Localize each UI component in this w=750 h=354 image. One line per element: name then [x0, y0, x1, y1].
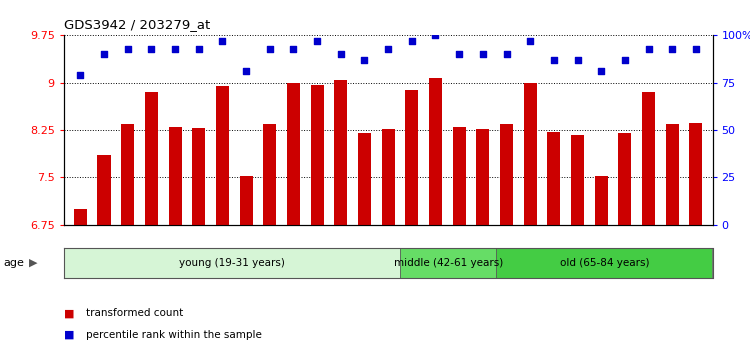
Bar: [500, 124, 513, 225]
Bar: [453, 127, 466, 225]
Point: [122, 46, 134, 51]
Bar: [145, 92, 158, 225]
Point: [453, 51, 465, 57]
Text: old (65-84 years): old (65-84 years): [560, 258, 649, 268]
Point: [406, 38, 418, 44]
Bar: [400, 248, 496, 278]
Point: [477, 51, 489, 57]
Bar: [619, 133, 632, 225]
Point: [193, 46, 205, 51]
Point: [217, 38, 229, 44]
Bar: [595, 176, 608, 225]
Bar: [310, 85, 323, 225]
Bar: [642, 92, 655, 225]
Text: age: age: [4, 258, 25, 268]
Point: [500, 51, 512, 57]
Text: young (19-31 years): young (19-31 years): [179, 258, 285, 268]
Text: ■: ■: [64, 308, 74, 318]
Bar: [429, 78, 442, 225]
Bar: [334, 80, 347, 225]
Bar: [74, 209, 87, 225]
Bar: [524, 84, 537, 225]
Text: ■: ■: [64, 330, 74, 339]
Point: [264, 46, 276, 51]
Bar: [263, 124, 276, 225]
Bar: [358, 133, 371, 225]
Point: [430, 33, 442, 38]
Point: [287, 46, 299, 51]
Point: [548, 57, 560, 63]
Point: [596, 69, 608, 74]
Point: [146, 46, 158, 51]
Point: [74, 72, 86, 78]
Text: ▶: ▶: [28, 258, 37, 268]
Bar: [169, 127, 182, 225]
Text: GDS3942 / 203279_at: GDS3942 / 203279_at: [64, 18, 210, 31]
Point: [334, 51, 346, 57]
Point: [382, 46, 394, 51]
Bar: [64, 248, 400, 278]
Bar: [666, 124, 679, 225]
Point: [643, 46, 655, 51]
Point: [666, 46, 678, 51]
Bar: [548, 132, 560, 225]
Point: [98, 51, 110, 57]
Text: transformed count: transformed count: [86, 308, 184, 318]
Bar: [216, 86, 229, 225]
Bar: [122, 124, 134, 225]
Point: [358, 57, 370, 63]
Point: [524, 38, 536, 44]
Text: middle (42-61 years): middle (42-61 years): [394, 258, 502, 268]
Bar: [287, 84, 300, 225]
Point: [572, 57, 584, 63]
Bar: [192, 128, 206, 225]
Point: [169, 46, 181, 51]
Point: [311, 38, 323, 44]
Text: percentile rank within the sample: percentile rank within the sample: [86, 330, 262, 339]
Point: [240, 69, 252, 74]
Bar: [571, 135, 584, 225]
Bar: [98, 155, 110, 225]
Point: [619, 57, 631, 63]
Bar: [382, 129, 394, 225]
Bar: [689, 122, 703, 225]
Bar: [405, 90, 418, 225]
Bar: [496, 248, 712, 278]
Bar: [239, 176, 253, 225]
Bar: [476, 129, 489, 225]
Point: [690, 46, 702, 51]
